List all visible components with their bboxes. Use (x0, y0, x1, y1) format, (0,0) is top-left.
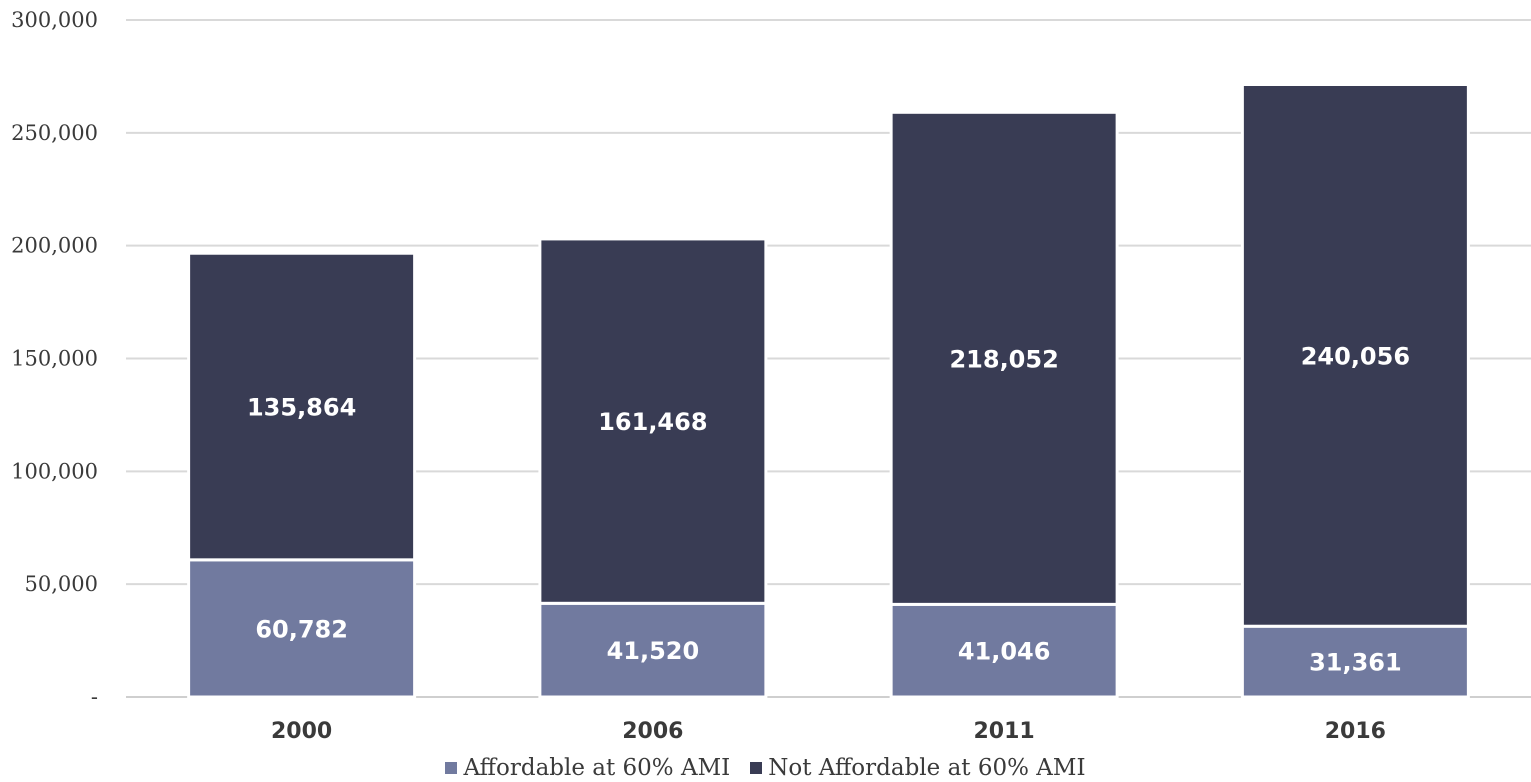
legend-swatch-affordable (445, 762, 458, 774)
bar-segment-not-affordable-2011 (889, 110, 1119, 606)
bar-segment-affordable-2016 (1240, 624, 1470, 699)
x-tick-label: 2000 (271, 719, 332, 744)
y-tick-label: 300,000 (11, 8, 98, 32)
data-label: 31,361 (1309, 649, 1402, 677)
legend-label-affordable: Affordable at 60% AMI (463, 755, 731, 781)
bar-segment-not-affordable-2000 (187, 251, 417, 562)
x-tick-label: 2011 (974, 719, 1035, 744)
bar-segment-not-affordable-2006 (538, 237, 768, 605)
legend-swatch-not-affordable (750, 762, 763, 774)
y-tick-label: 50,000 (25, 572, 98, 596)
data-label: 135,864 (247, 394, 356, 422)
y-tick-label: 200,000 (11, 234, 98, 258)
data-label: 218,052 (949, 345, 1058, 373)
bar-segment-not-affordable-2016 (1240, 83, 1470, 628)
legend-item-affordable: Affordable at 60% AMI (445, 755, 730, 781)
bar-segment-affordable-2006 (538, 601, 768, 699)
data-label: 41,520 (607, 637, 700, 665)
data-label: 60,782 (255, 615, 348, 643)
x-tick-label: 2016 (1325, 719, 1386, 744)
y-tick-label: 250,000 (11, 121, 98, 145)
legend-label-not-affordable: Not Affordable at 60% AMI (768, 755, 1086, 781)
legend: Affordable at 60% AMI Not Affordable at … (0, 754, 1531, 782)
bar-segment-affordable-2011 (889, 602, 1119, 699)
stacked-bar-chart: - 50,000 100,000 150,000 200,000 250,000 300,0… (11, 8, 1531, 744)
bar-segment-affordable-2000 (187, 558, 417, 699)
data-label: 161,468 (598, 408, 707, 436)
y-tick-label: - (91, 685, 98, 709)
y-tick-label: 100,000 (11, 459, 98, 483)
data-label: 240,056 (1301, 342, 1410, 370)
legend-item-not-affordable: Not Affordable at 60% AMI (750, 755, 1086, 781)
x-tick-label: 2006 (622, 719, 683, 744)
y-tick-label: 150,000 (11, 347, 98, 371)
data-label: 41,046 (958, 638, 1051, 666)
